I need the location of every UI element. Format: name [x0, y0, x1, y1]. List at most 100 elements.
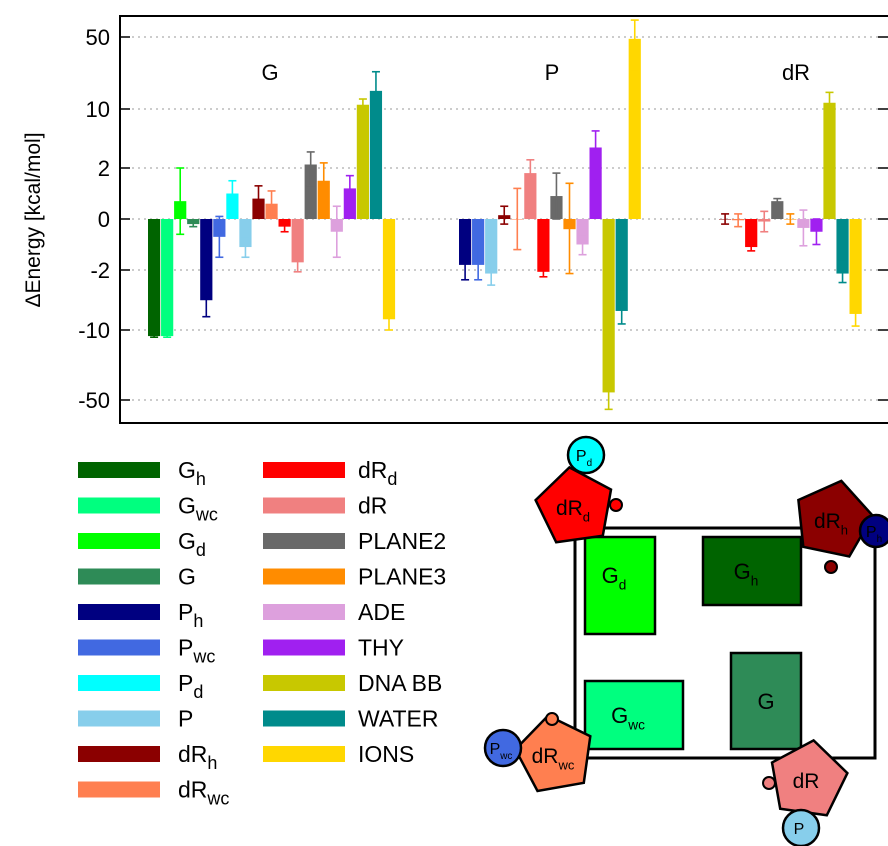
linker-dot [545, 712, 559, 726]
schematic-label: G [757, 689, 774, 714]
legend-swatch [263, 710, 345, 727]
phosphate-circle-pd: Pd [566, 435, 606, 475]
sugar-pentagon-drd: dRd [534, 465, 623, 544]
legend-item-water: WATER [263, 706, 439, 732]
legend-item-pwc: Pwc [78, 635, 215, 667]
bar-g-water [369, 90, 383, 219]
legend-label: G [178, 564, 196, 590]
error-bar-g-gwc [163, 334, 172, 338]
legend-item-p: P [78, 706, 193, 732]
bar-p-drd [537, 219, 550, 272]
legend-swatch [263, 604, 345, 620]
legend-label: DNA BB [358, 670, 442, 696]
schematic-label: dRh [814, 510, 848, 537]
error-bar-dr-drh [721, 213, 730, 225]
bar-p-pwc [472, 219, 485, 265]
error-bar-dr-ade [799, 209, 808, 247]
error-bar-p-plane3 [565, 182, 574, 275]
error-bar-g-p [241, 236, 250, 259]
sugar-pentagon-dr: dR [762, 738, 849, 817]
legend-label: Ph [178, 599, 203, 631]
error-bar-dr-thy [812, 218, 821, 246]
legend-item-ade: ADE [263, 599, 405, 625]
legend-label: PLANE3 [358, 564, 446, 590]
error-bar-g-ade [332, 205, 341, 259]
error-bar-g-ions [385, 303, 393, 331]
legend-item-dr: dR [263, 493, 387, 519]
error-bar-p-ph [461, 243, 470, 281]
linker-dot [609, 498, 623, 512]
legend-swatch [263, 568, 345, 585]
phosphate-circle-ph: Ph [858, 513, 888, 549]
legend-label: dRd [358, 457, 397, 489]
error-bar-dr-drd [747, 242, 756, 252]
legend-swatch [263, 675, 345, 691]
legend-item-g: G [78, 564, 196, 590]
bar-g-p [239, 219, 252, 248]
schematic-label: dRd [556, 497, 590, 524]
error-bar-g-drh [254, 185, 263, 213]
sugar-pentagon-drwc: dRwc [513, 712, 592, 793]
legend-swatch [263, 462, 345, 478]
legend-item-pd: Pd [78, 670, 203, 702]
error-bar-p-thy [591, 130, 600, 182]
error-bar-g-plane3 [319, 162, 328, 202]
legend-swatch [263, 533, 345, 549]
error-bar-dr-drwc [734, 213, 743, 228]
legend-label: Gh [178, 457, 206, 489]
schematic-frame [573, 526, 877, 760]
error-bars [150, 19, 860, 411]
y-tick-label: 10 [86, 97, 110, 122]
group-label-p: P [545, 60, 560, 85]
bar-dr-dna-bb [823, 102, 836, 219]
legend-swatch [263, 497, 345, 514]
error-bar-g-gd [176, 167, 185, 236]
y-tick-label: 0 [98, 207, 110, 232]
legend-swatch [78, 604, 160, 620]
schematic-label: dR [793, 770, 820, 793]
error-bar-g-dna-bb [358, 98, 367, 112]
error-bar-g-drwc [267, 190, 276, 218]
error-bar-p-drh [500, 205, 509, 225]
legend-item-gd: Gd [78, 528, 206, 560]
legend-item-dna-bb: DNA BB [263, 670, 442, 696]
error-bar-g-dr [293, 251, 302, 273]
bar-p-p [485, 219, 498, 274]
legend-label: dRwc [178, 777, 229, 809]
legend-item-ions: IONS [263, 741, 414, 767]
legend-label: Pd [178, 670, 203, 702]
error-bar-p-drd [539, 264, 548, 278]
error-bar-dr-dna-bb [825, 91, 834, 116]
error-bar-p-p [487, 253, 496, 286]
sugar-pentagon-drh: dRh [797, 479, 875, 574]
legend-swatch [263, 746, 345, 762]
schematic-label: dRwc [532, 745, 575, 772]
bar-dr-plane2 [771, 201, 784, 219]
error-bar-g-water [371, 70, 380, 123]
y-tick-label: -50 [78, 388, 110, 413]
legend-swatch [78, 746, 160, 762]
legend-label: Pwc [178, 635, 215, 667]
bar-g-ph [200, 219, 213, 301]
bar-p-thy [589, 147, 602, 219]
legend-item-gwc: Gwc [78, 493, 218, 525]
error-bar-p-plane2 [552, 172, 561, 220]
error-bar-dr-plane2 [773, 197, 782, 205]
legend-label: IONS [358, 741, 414, 767]
error-bar-p-water [617, 290, 626, 325]
bar-dr-drd [745, 219, 758, 248]
y-tick-label: -2 [90, 258, 110, 283]
schematic-label: Pwc [490, 741, 513, 762]
legend-label: PLANE2 [358, 528, 446, 554]
legend-swatch [78, 639, 160, 656]
legend-item-drh: dRh [78, 741, 217, 773]
bar-g-thy [343, 188, 356, 219]
schematic-label: Ph [866, 524, 882, 545]
legend-swatch [263, 639, 345, 656]
legend-item-ph: Ph [78, 599, 203, 631]
schematic-label: P [794, 821, 805, 838]
base-box-g: G [729, 651, 803, 751]
